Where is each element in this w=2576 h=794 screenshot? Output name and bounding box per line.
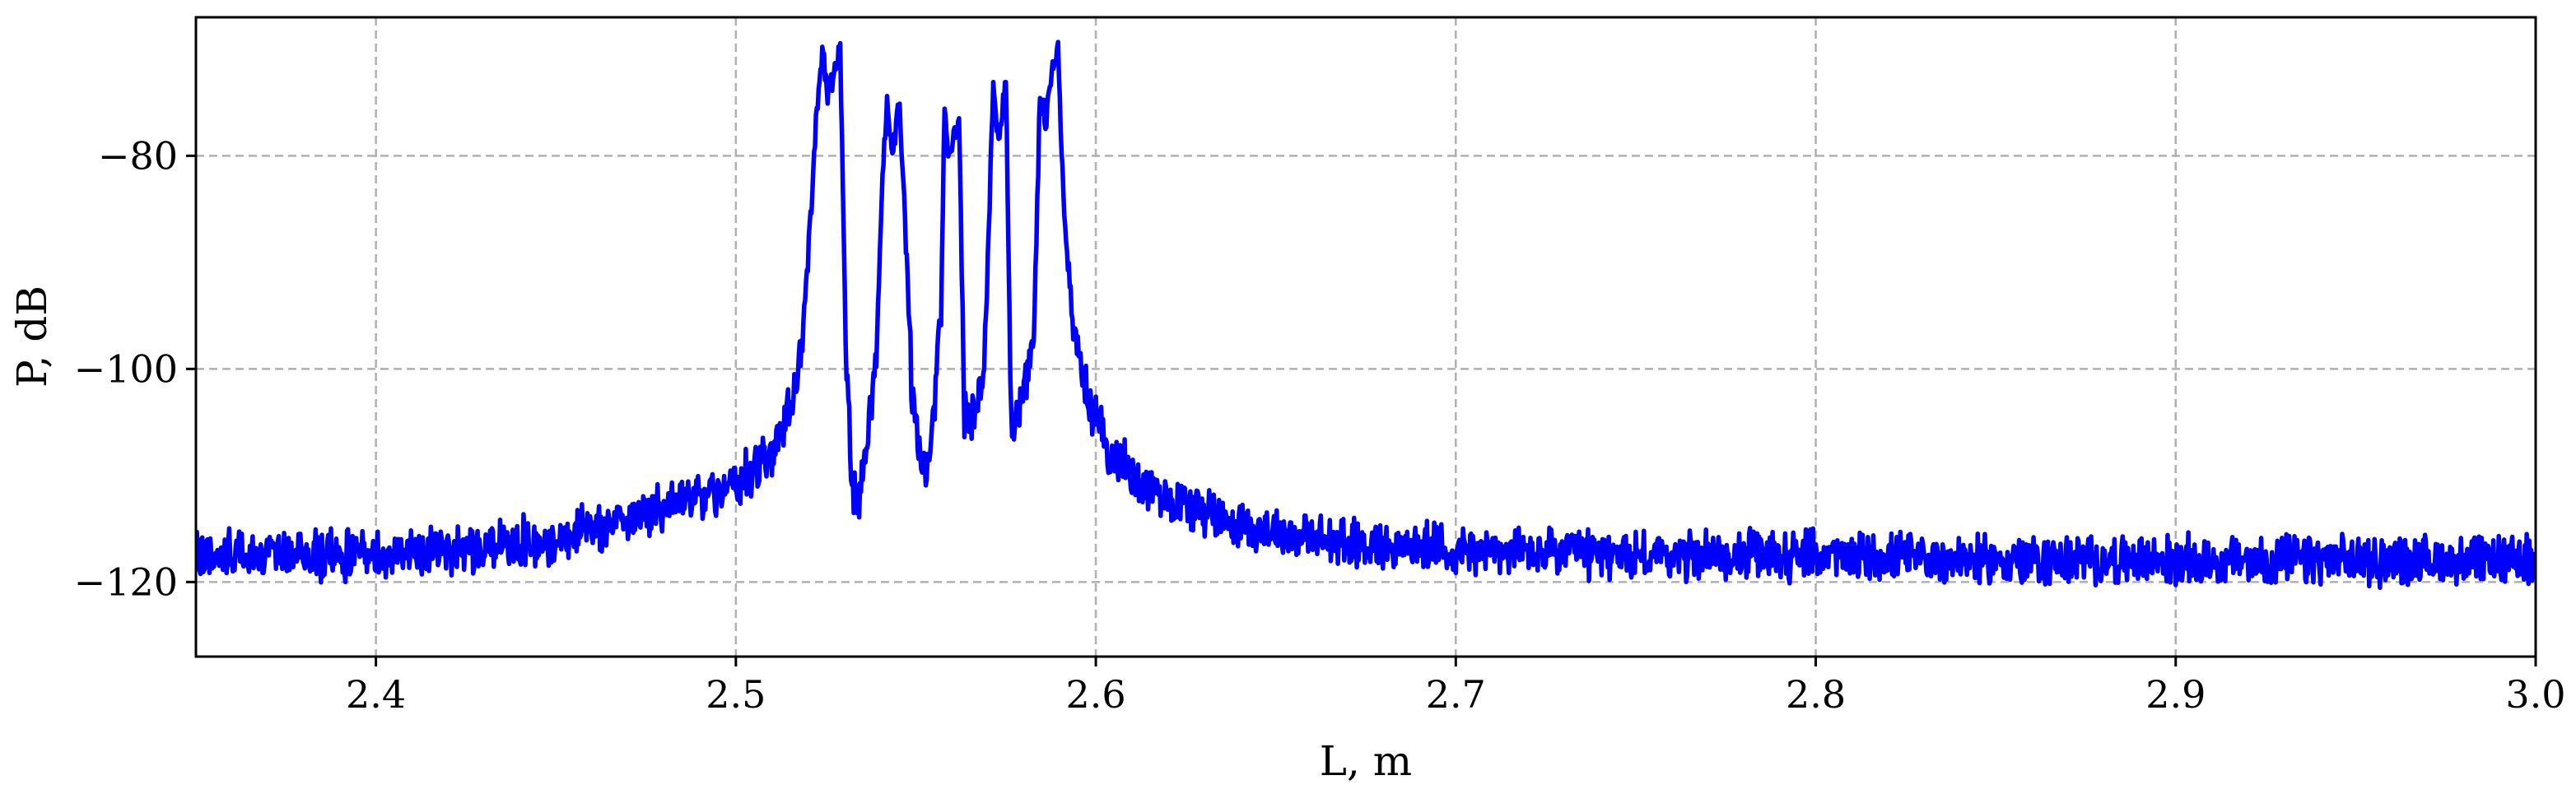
y-tick-label: −80 — [98, 133, 178, 178]
plot-frame — [194, 16, 2537, 658]
x-tick-label: 3.0 — [2505, 672, 2565, 717]
series-line-0 — [196, 39, 2536, 591]
x-tick-label: 2.8 — [1786, 672, 1846, 717]
x-tick-label: 2.5 — [706, 672, 766, 717]
y-tick-label: −120 — [74, 560, 178, 604]
y-tick-label: −100 — [74, 346, 178, 391]
plot-series — [196, 39, 2536, 591]
y-axis-ticks: −80 −100 −120 — [74, 133, 196, 604]
x-tick-label: 2.9 — [2145, 672, 2206, 717]
x-tick-label: 2.4 — [346, 672, 406, 717]
x-tick-label: 2.6 — [1065, 672, 1125, 717]
grid-lines — [196, 17, 2536, 657]
x-tick-label: 2.7 — [1426, 672, 1486, 717]
x-axis-ticks: 2.4 2.5 2.6 2.7 2.8 2.9 3.0 — [346, 657, 2566, 717]
x-axis-label: L, m — [1320, 737, 1412, 785]
y-axis-label: P, dB — [8, 286, 56, 388]
